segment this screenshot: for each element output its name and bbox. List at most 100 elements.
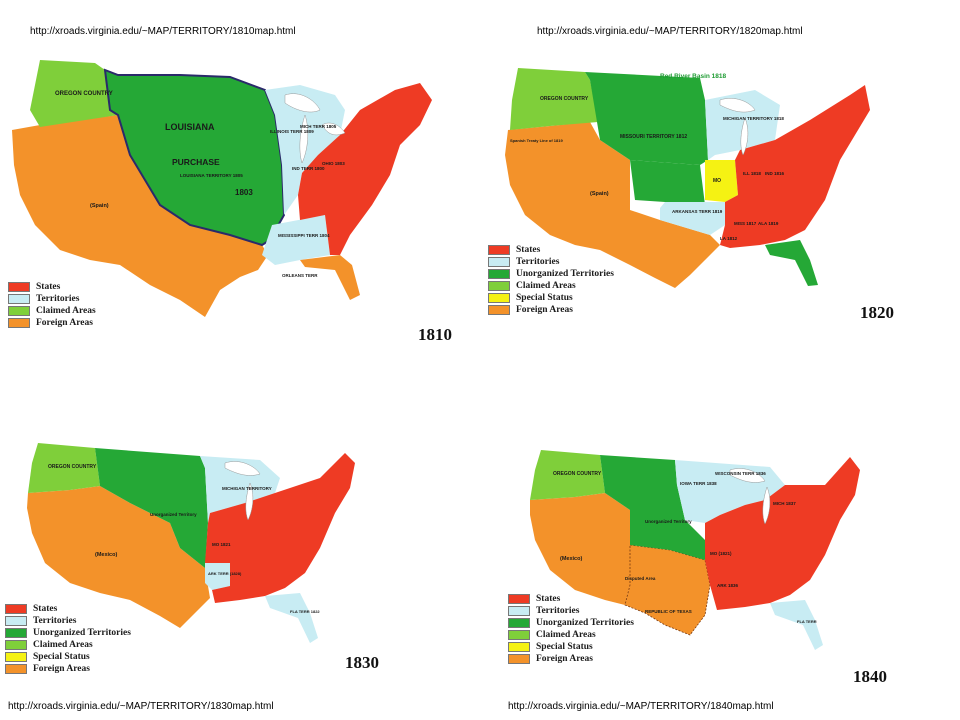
legend-label: Territories (36, 294, 80, 304)
legend-label: Foreign Areas (36, 318, 93, 328)
year-label-1830: 1830 (345, 653, 379, 672)
region-missouri-terr (585, 72, 708, 165)
legend-label: Territories (33, 616, 77, 626)
legend-label: Unorganized Territories (33, 628, 131, 638)
legend-item-unorganized: Unorganized Territories (508, 617, 634, 629)
swatch-special (488, 293, 510, 303)
label-ill: ILL 1818 (743, 171, 761, 176)
legend-item-special: Special Status (488, 292, 614, 304)
swatch-claimed (5, 640, 27, 650)
swatch-unorganized (5, 628, 27, 638)
legend-label: Territories (536, 606, 580, 616)
swatch-states (488, 245, 510, 255)
legend-item-unorganized: Unorganized Territories (488, 268, 614, 280)
legend-label: Claimed Areas (536, 630, 596, 640)
swatch-special (5, 652, 27, 662)
label-spain: (Spain) (590, 191, 609, 197)
label-oregon: OREGON COUNTRY (48, 464, 97, 470)
swatch-territories (8, 294, 30, 304)
swatch-foreign (8, 318, 30, 328)
swatch-territories (488, 257, 510, 267)
url-1820[interactable]: http://xroads.virginia.edu/~MAP/TERRITOR… (537, 26, 803, 37)
label-wisconsin: WISCONSIN TERR 1836 (715, 471, 766, 476)
swatch-claimed (488, 281, 510, 291)
swatch-foreign (5, 664, 27, 674)
region-states (705, 457, 860, 610)
label-mexico: (Mexico) (95, 552, 117, 558)
year-label-1840: 1840 (853, 667, 887, 686)
region-foreign-spain (505, 122, 720, 288)
swatch-claimed (508, 630, 530, 640)
legend-label: States (516, 245, 541, 255)
url-1830[interactable]: http://xroads.virginia.edu/~MAP/TERRITOR… (8, 701, 274, 712)
label-louisiana: LOUISIANA (165, 122, 215, 132)
label-miss: MISSISSIPPI TERR 1804 (278, 233, 330, 238)
label-fla: FLA TERR 1822 (290, 609, 320, 614)
label-spanish-line: Spanish Treaty Line of 1819 (510, 138, 563, 143)
legend-label: Claimed Areas (36, 306, 96, 316)
legend-label: Foreign Areas (516, 305, 573, 315)
legend-label: Unorganized Territories (536, 618, 634, 628)
label-ala: ALA 1819 (758, 221, 779, 226)
legend-label: States (536, 594, 561, 604)
region-foreign-mexico (27, 486, 210, 628)
legend-1820: States Territories Unorganized Territori… (488, 244, 614, 316)
legend-item-foreign: Foreign Areas (8, 317, 96, 329)
label-illinois: ILLINOIS TERR 1809 (270, 129, 314, 134)
year-label-1810: 1810 (418, 325, 452, 344)
map-1830: OREGON COUNTRY MICHIGAN TERRITORY Unorga… (0, 438, 390, 683)
legend-item-unorganized: Unorganized Territories (5, 627, 131, 639)
legend-item-claimed: Claimed Areas (488, 280, 614, 292)
label-ark: ARK 1836 (717, 583, 739, 588)
region-oregon (30, 60, 118, 127)
label-ind: IND TERR 1800 (292, 166, 325, 171)
label-disputed: Disputed Area (625, 576, 656, 581)
legend-item-territories: Territories (488, 256, 614, 268)
swatch-territories (5, 616, 27, 626)
legend-item-foreign: Foreign Areas (5, 663, 131, 675)
legend-item-territories: Territories (5, 615, 131, 627)
legend-item-territories: Territories (8, 293, 96, 305)
label-mo: MO 1821 (212, 542, 231, 547)
label-arkansas: ARKANSAS TERR 1819 (672, 209, 723, 214)
region-states (720, 85, 870, 248)
legend-item-territories: Territories (508, 605, 634, 617)
region-states (298, 83, 432, 255)
region-mississippi-terr (262, 215, 330, 265)
swatch-states (508, 594, 530, 604)
label-mich: MICH 1837 (773, 501, 796, 506)
map-1840: OREGON COUNTRY IOWA TERR 1838 WISCONSIN … (505, 445, 895, 690)
legend-item-claimed: Claimed Areas (508, 629, 634, 641)
label-unorganized: Unorganized Territory (150, 512, 197, 517)
label-oregon: OREGON COUNTRY (540, 96, 589, 102)
label-red-river: Red River Basin 1818 (660, 73, 727, 80)
label-oregon: OREGON COUNTRY (55, 91, 113, 97)
region-states (205, 453, 355, 603)
label-oregon: OREGON COUNTRY (553, 471, 602, 477)
url-1840[interactable]: http://xroads.virginia.edu/~MAP/TERRITOR… (508, 701, 774, 712)
legend-item-claimed: Claimed Areas (5, 639, 131, 651)
legend-item-states: States (5, 603, 131, 615)
label-unorganized: Unorganized Territory (645, 519, 692, 524)
legend-label: States (36, 282, 61, 292)
map-1820: Red River Basin 1818 OREGON COUNTRY MISS… (480, 60, 900, 330)
legend-item-claimed: Claimed Areas (8, 305, 96, 317)
swatch-claimed (8, 306, 30, 316)
map-1810: OREGON COUNTRY LOUISIANA PURCHASE LOUISI… (0, 55, 460, 345)
label-mexico: (Mexico) (560, 556, 582, 562)
region-texas (624, 544, 711, 636)
year-label-1820: 1820 (860, 303, 894, 322)
swatch-states (8, 282, 30, 292)
label-ark: ARK TERR (1828) (208, 571, 242, 576)
label-miss: MISS 1817 (734, 221, 757, 226)
legend-label: Unorganized Territories (516, 269, 614, 279)
legend-item-special: Special Status (508, 641, 634, 653)
swatch-foreign (508, 654, 530, 664)
label-michigan: MICHIGAN TERRITORY (222, 486, 272, 491)
url-1810[interactable]: http://xroads.virginia.edu/~MAP/TERRITOR… (30, 26, 296, 37)
region-louisiana (103, 68, 286, 247)
region-fla-terr (770, 600, 823, 650)
label-la: LA 1812 (720, 236, 738, 241)
legend-item-states: States (8, 281, 96, 293)
region-michigan-terr (200, 456, 280, 523)
